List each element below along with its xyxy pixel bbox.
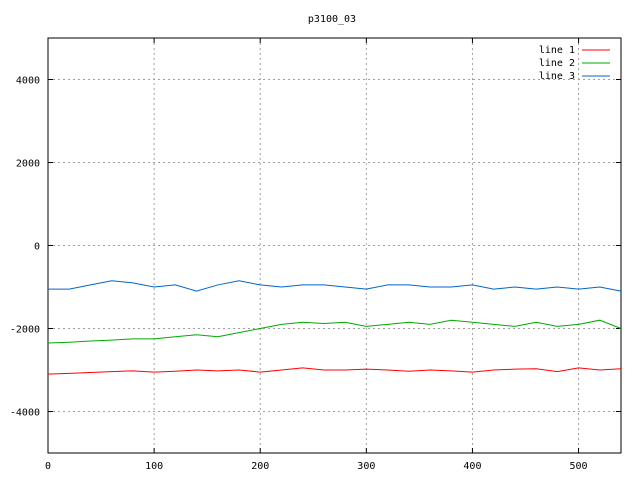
y-tick-label: -2000 xyxy=(10,325,40,336)
y-tick-label: 2000 xyxy=(16,159,40,170)
y-tick-label: 0 xyxy=(34,242,40,253)
x-tick-label: 400 xyxy=(463,461,481,472)
axes: 0 100 200 300 400 500 -4000 -2000 0 2000 4000 xyxy=(10,38,621,472)
legend-label: line 1 xyxy=(539,45,575,56)
legend-label: line 2 xyxy=(539,58,575,69)
series-line-2 xyxy=(47,319,622,344)
x-tick-label: 100 xyxy=(145,461,163,472)
y-tick-label: 4000 xyxy=(16,76,40,87)
y-tick-label: -4000 xyxy=(10,408,40,419)
x-tick-label: 200 xyxy=(251,461,269,472)
legend-label: line 3 xyxy=(539,71,575,82)
series-lines xyxy=(47,280,622,375)
x-tick-label: 0 xyxy=(45,461,51,472)
x-tick-label: 300 xyxy=(357,461,375,472)
legend: line 1 line 2 line 3 xyxy=(539,45,610,82)
grid xyxy=(48,38,621,453)
series-line-1 xyxy=(47,367,622,375)
series-line-3 xyxy=(48,280,622,292)
x-tick-label: 500 xyxy=(570,461,588,472)
chart-title: p3100_03 xyxy=(308,14,356,25)
